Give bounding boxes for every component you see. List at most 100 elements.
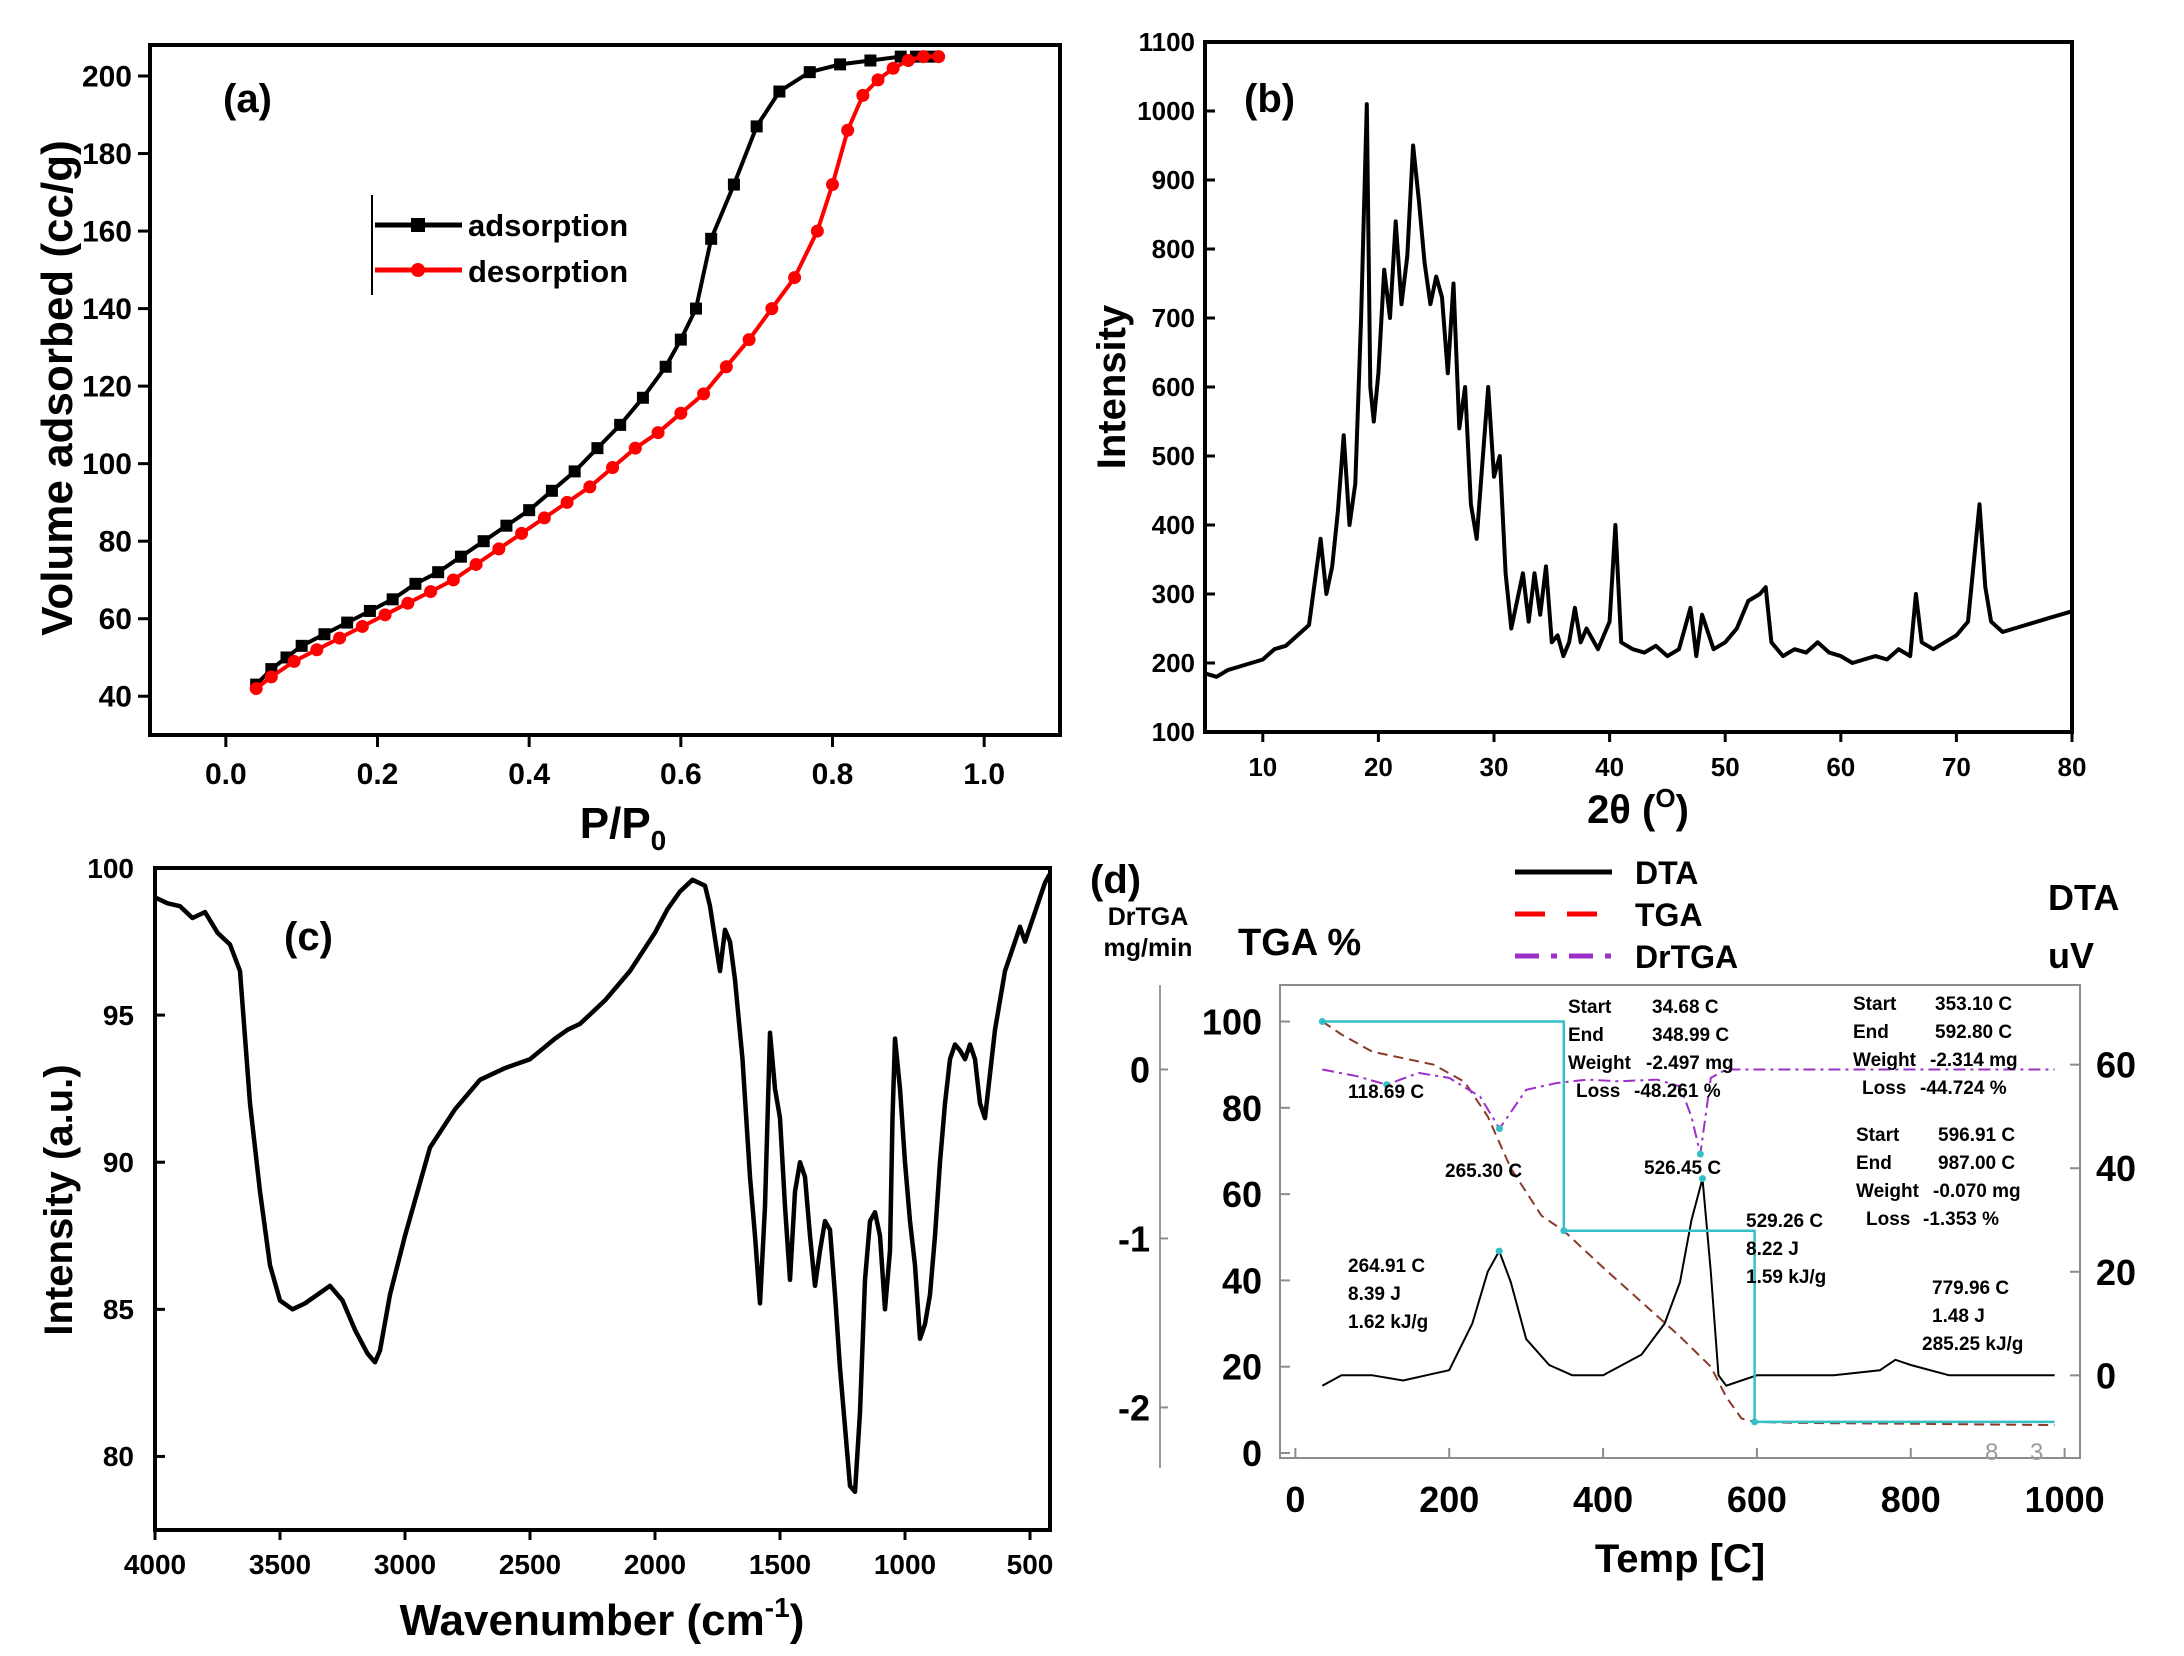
panel-d-legend: DTA TGA DrTGA <box>1515 855 1738 975</box>
series-ftir-line <box>154 872 1052 1495</box>
legend-desorption-marker <box>411 263 425 277</box>
annot-2-weight-val: -2.314 mg <box>1930 1050 2018 1071</box>
series-desorption-point <box>560 495 574 509</box>
annot-dta-peak-1-temp: 264.91 C <box>1348 1256 1425 1277</box>
panel-c-ytick-label: 95 <box>103 1000 134 1031</box>
annot-3-start-val: 596.91 C <box>1938 1125 2015 1146</box>
series-desorption-point <box>310 643 324 657</box>
panel-c-xtick-label: 4000 <box>124 1549 186 1580</box>
series-desorption-point <box>628 441 642 455</box>
series-adsorption-point <box>545 484 558 497</box>
annot-3-weight-key: Weight <box>1856 1181 1920 1202</box>
panel-a-ytick-label: 40 <box>99 681 132 714</box>
panel-b-ytick-label: 900 <box>1152 165 1195 195</box>
annot-2-end-val: 592.80 C <box>1935 1022 2012 1043</box>
panel-b: (b) 10020030040050060070080090010001100 … <box>1090 27 2086 832</box>
panel-b-ytick-label: 600 <box>1152 372 1195 402</box>
annot-dta-peak-3-specific: 285.25 kJ/g <box>1922 1334 2023 1355</box>
panel-d-annotation-marker <box>1699 1175 1707 1183</box>
series-desorption-point <box>606 461 620 475</box>
panel-d-annotation-marker <box>1751 1418 1759 1426</box>
panel-c-xtick-label: 3000 <box>374 1549 436 1580</box>
panel-d-dta-tick-label: 40 <box>2096 1148 2136 1189</box>
panel-b-ytick-label: 500 <box>1152 441 1195 471</box>
series-desorption-point <box>826 178 839 192</box>
series-adsorption-point <box>568 465 581 478</box>
series-desorption-point <box>492 542 506 556</box>
panel-c-ytick-label: 80 <box>103 1441 134 1472</box>
panel-a-ytick-label: 200 <box>82 61 132 94</box>
series-desorption-point <box>583 480 597 494</box>
series-adsorption-point <box>500 519 513 532</box>
series-adsorption-point <box>386 593 399 606</box>
panel-b-ytick-label: 1000 <box>1137 96 1195 126</box>
panel-d-xtick-label: 600 <box>1727 1479 1787 1520</box>
annot-3-loss-key: Loss <box>1866 1209 1910 1230</box>
series-desorption-point <box>287 654 301 668</box>
series-adsorption-point <box>409 577 422 590</box>
panel-d-annotation-marker <box>1696 1150 1704 1158</box>
series-adsorption-point <box>318 628 331 641</box>
panel-c-ytick-label: 85 <box>103 1294 134 1325</box>
series-adsorption-point <box>834 58 847 71</box>
panel-b-ticks <box>1205 40 2074 742</box>
panel-a-ylabel: Volume adsorbed (cc/g) <box>33 140 82 636</box>
panel-d-tga-tick-label: 80 <box>1222 1088 1262 1129</box>
panel-d-xtick-label: 800 <box>1881 1479 1941 1520</box>
panel-d-xtick-label: 1000 <box>2025 1479 2105 1520</box>
series-adsorption-point <box>803 66 816 79</box>
annot-3-end-val: 987.00 C <box>1938 1153 2015 1174</box>
panel-d: (d) DTA TGA DrTGA DrTGA mg/min TGA % DTA… <box>1090 855 2136 1581</box>
annot-1-loss-val: -48.261 % <box>1634 1081 1721 1102</box>
series-adsorption-point <box>341 616 354 629</box>
annot-1-start-val: 34.68 C <box>1652 997 1719 1018</box>
panel-b-xtick-label: 70 <box>1942 752 1971 782</box>
annot-3-start-key: Start <box>1856 1125 1900 1146</box>
series-adsorption-point <box>674 333 687 346</box>
annot-2-start-key: Start <box>1853 994 1897 1015</box>
annot-2-start-val: 353.10 C <box>1935 994 2012 1015</box>
panel-d-xtick-label: 0 <box>1285 1479 1305 1520</box>
panel-b-ytick-label: 400 <box>1152 510 1195 540</box>
panel-b-frame <box>1203 40 2074 734</box>
series-desorption-point <box>249 681 263 695</box>
panel-d-annotation-marker <box>1495 1125 1503 1133</box>
annot-1-weight-key: Weight <box>1568 1053 1632 1074</box>
panel-c-xlabel-sup: -1 <box>765 1592 790 1623</box>
series-desorption-point <box>901 54 915 68</box>
panel-a-xtick-label: 0.0 <box>205 758 247 791</box>
series-adsorption-point <box>523 504 536 517</box>
series-desorption-point <box>264 670 278 684</box>
series-desorption-point <box>537 511 551 525</box>
panel-d-tga-tick-label: 100 <box>1202 1002 1262 1043</box>
series-adsorption-point <box>591 442 604 455</box>
panel-b-ytick-label: 100 <box>1152 717 1195 747</box>
panel-a-xtick-label: 0.4 <box>508 758 550 791</box>
panel-c-xlabel-main: Wavenumber (cm <box>400 1596 765 1645</box>
panel-c-xtick-label: 2500 <box>499 1549 561 1580</box>
panel-c-ticks <box>153 866 1032 1540</box>
panel-d-dta-tick-label: 60 <box>2096 1045 2136 1086</box>
annot-1-end-val: 348.99 C <box>1652 1025 1729 1046</box>
series-desorption-point <box>932 50 946 64</box>
annot-2-weight-key: Weight <box>1853 1050 1917 1071</box>
series-adsorption-point <box>750 120 763 133</box>
panel-c-label: (c) <box>284 915 333 959</box>
panel-a-xtick-label: 0.2 <box>357 758 399 791</box>
panel-a-xtick-label: 0.6 <box>660 758 702 791</box>
panel-c: (c) 80 85 90 95 100 4000 3500 3000 2500 2000 1500… <box>37 853 1053 1645</box>
panel-b-ytick-label: 300 <box>1152 579 1195 609</box>
panel-b-xtick-label: 40 <box>1595 752 1624 782</box>
annot-3-weight-val: -0.070 mg <box>1933 1181 2021 1202</box>
annot-dta-peak-2-temp: 529.26 C <box>1746 1211 1823 1232</box>
annot-corner-8: 8 <box>1985 1439 1998 1466</box>
series-desorption-point <box>401 596 415 610</box>
panel-a-ytick-labels: 40 60 80 100 120 140 160 180 200 <box>82 61 132 714</box>
panel-b-xlabel-end: ) <box>1676 788 1689 832</box>
panel-d-tga-tick-label: 20 <box>1222 1347 1262 1388</box>
panel-c-xtick-label: 3500 <box>249 1549 311 1580</box>
panel-b-xtick-label: 50 <box>1711 752 1740 782</box>
panel-d-tga-tick-label: 0 <box>1242 1433 1262 1474</box>
legend-tga-label: TGA <box>1635 897 1703 933</box>
